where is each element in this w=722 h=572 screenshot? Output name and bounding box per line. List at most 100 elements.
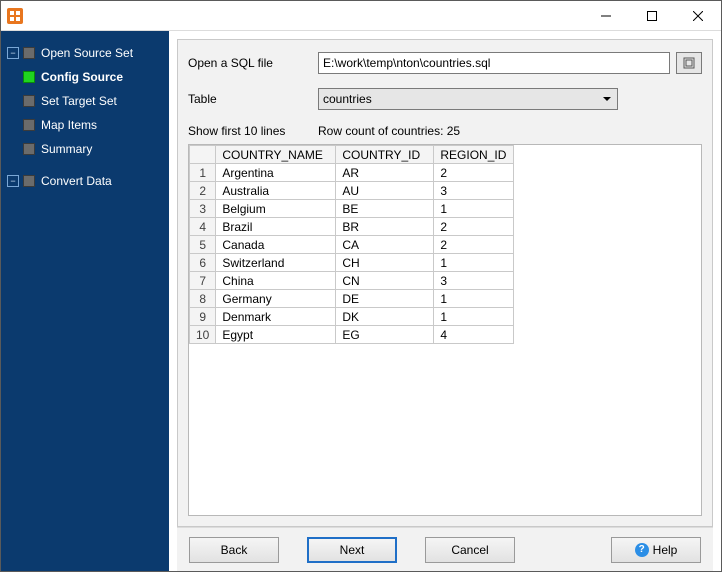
wizard-step-config-source[interactable]: Config Source: [1, 65, 169, 89]
wizard-step-set-target-set[interactable]: Set Target Set: [1, 89, 169, 113]
cell[interactable]: DK: [336, 308, 434, 326]
step-status-icon: [23, 175, 35, 187]
table-row: Table countries: [188, 88, 702, 110]
help-icon: ?: [635, 543, 649, 557]
back-button-label: Back: [221, 543, 248, 557]
maximize-icon: [647, 11, 657, 21]
cell[interactable]: China: [216, 272, 336, 290]
cell[interactable]: EG: [336, 326, 434, 344]
row-count-label: Row count of countries: 25: [318, 124, 460, 138]
cancel-button[interactable]: Cancel: [425, 537, 515, 563]
table-row[interactable]: 2AustraliaAU3: [190, 182, 514, 200]
column-header[interactable]: REGION_ID: [434, 146, 514, 164]
table-row[interactable]: 3BelgiumBE1: [190, 200, 514, 218]
table-select-value: countries: [323, 92, 372, 106]
wizard-step-label: Set Target Set: [41, 94, 117, 108]
cell[interactable]: CN: [336, 272, 434, 290]
next-button[interactable]: Next: [307, 537, 397, 563]
table-row[interactable]: 8GermanyDE1: [190, 290, 514, 308]
close-icon: [693, 11, 703, 21]
cell[interactable]: 4: [434, 326, 514, 344]
cell[interactable]: 3: [434, 272, 514, 290]
cell[interactable]: Egypt: [216, 326, 336, 344]
main-panel: Open a SQL file Table countries: [169, 31, 721, 571]
tree-toggle-icon[interactable]: −: [7, 47, 19, 59]
wizard-step-label: Convert Data: [41, 174, 112, 188]
table-row[interactable]: 10EgyptEG4: [190, 326, 514, 344]
maximize-button[interactable]: [629, 1, 675, 31]
wizard-step-map-items[interactable]: Map Items: [1, 113, 169, 137]
body: − Open Source Set Config Source Set Target …: [1, 31, 721, 571]
sql-file-label: Open a SQL file: [188, 56, 318, 70]
cell[interactable]: AR: [336, 164, 434, 182]
wizard-step-label: Config Source: [41, 70, 123, 84]
wizard-step-summary[interactable]: Summary: [1, 137, 169, 161]
cell[interactable]: 1: [434, 254, 514, 272]
row-number-header: [190, 146, 216, 164]
data-grid: COUNTRY_NAMECOUNTRY_IDREGION_ID 1Argenti…: [188, 144, 702, 516]
wizard-step-label: Map Items: [41, 118, 97, 132]
row-number: 2: [190, 182, 216, 200]
show-first-label: Show first 10 lines: [188, 124, 318, 138]
cell[interactable]: Australia: [216, 182, 336, 200]
wizard-sidebar: − Open Source Set Config Source Set Target …: [1, 31, 169, 571]
step-status-icon: [23, 71, 35, 83]
step-status-icon: [23, 119, 35, 131]
cell[interactable]: Brazil: [216, 218, 336, 236]
cell[interactable]: 2: [434, 218, 514, 236]
wizard-step-label: Open Source Set: [41, 46, 133, 60]
app-icon: [7, 8, 23, 24]
cell[interactable]: CH: [336, 254, 434, 272]
cell[interactable]: DE: [336, 290, 434, 308]
close-button[interactable]: [675, 1, 721, 31]
table-row[interactable]: 9DenmarkDK1: [190, 308, 514, 326]
tree-toggle-icon[interactable]: −: [7, 175, 19, 187]
cell[interactable]: 3: [434, 182, 514, 200]
cell[interactable]: 1: [434, 290, 514, 308]
column-header[interactable]: COUNTRY_ID: [336, 146, 434, 164]
cell[interactable]: Argentina: [216, 164, 336, 182]
cell[interactable]: BR: [336, 218, 434, 236]
help-button-label: Help: [653, 543, 678, 557]
row-number: 4: [190, 218, 216, 236]
app-window: − Open Source Set Config Source Set Target …: [0, 0, 722, 572]
minimize-button[interactable]: [583, 1, 629, 31]
row-number: 3: [190, 200, 216, 218]
table-select[interactable]: countries: [318, 88, 618, 110]
back-button[interactable]: Back: [189, 537, 279, 563]
table-row[interactable]: 6SwitzerlandCH1: [190, 254, 514, 272]
cell[interactable]: 1: [434, 200, 514, 218]
footer: Back Next Cancel ? Help: [177, 527, 713, 571]
cell[interactable]: 1: [434, 308, 514, 326]
step-status-icon: [23, 47, 35, 59]
info-row: Show first 10 lines Row count of countri…: [188, 124, 702, 138]
row-number: 1: [190, 164, 216, 182]
chevron-down-icon: [603, 97, 611, 101]
cell[interactable]: 2: [434, 236, 514, 254]
cell[interactable]: Switzerland: [216, 254, 336, 272]
cell[interactable]: CA: [336, 236, 434, 254]
table-row[interactable]: 5CanadaCA2: [190, 236, 514, 254]
cell[interactable]: AU: [336, 182, 434, 200]
wizard-step-convert-data[interactable]: − Convert Data: [1, 169, 169, 193]
next-button-label: Next: [340, 543, 365, 557]
step-status-icon: [23, 95, 35, 107]
table-row[interactable]: 7ChinaCN3: [190, 272, 514, 290]
row-number: 10: [190, 326, 216, 344]
help-button[interactable]: ? Help: [611, 537, 701, 563]
cell[interactable]: Belgium: [216, 200, 336, 218]
wizard-step-open-source-set[interactable]: − Open Source Set: [1, 41, 169, 65]
row-number: 9: [190, 308, 216, 326]
row-number: 8: [190, 290, 216, 308]
titlebar: [1, 1, 721, 31]
cell[interactable]: Denmark: [216, 308, 336, 326]
cell[interactable]: 2: [434, 164, 514, 182]
sql-file-input[interactable]: [318, 52, 670, 74]
column-header[interactable]: COUNTRY_NAME: [216, 146, 336, 164]
cell[interactable]: BE: [336, 200, 434, 218]
cell[interactable]: Canada: [216, 236, 336, 254]
table-row[interactable]: 4BrazilBR2: [190, 218, 514, 236]
table-row[interactable]: 1ArgentinaAR2: [190, 164, 514, 182]
browse-button[interactable]: [676, 52, 702, 74]
cell[interactable]: Germany: [216, 290, 336, 308]
